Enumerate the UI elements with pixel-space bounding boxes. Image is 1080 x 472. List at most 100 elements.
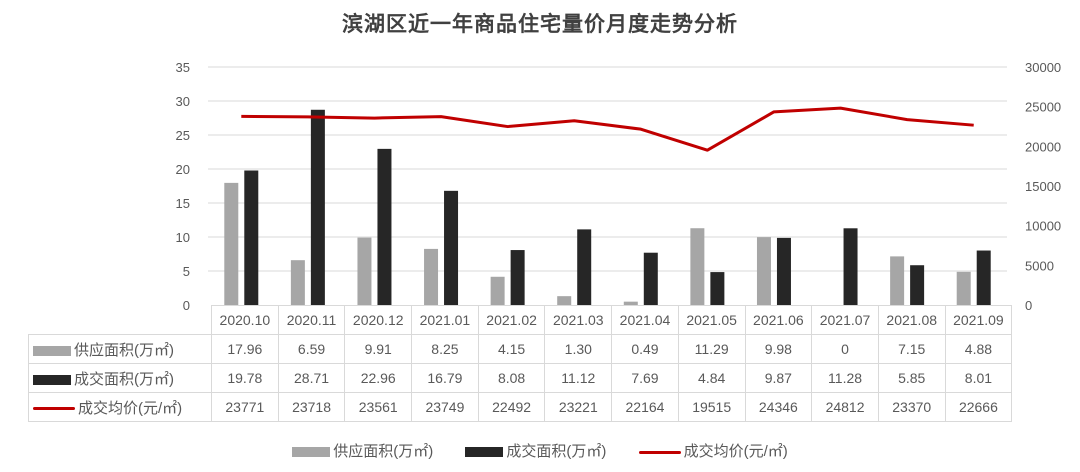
y-axis-tick-right: 15000: [1025, 179, 1061, 194]
bar-deal: [710, 272, 725, 305]
table-cell: 22.96: [344, 363, 413, 393]
table-cell: 9.91: [344, 334, 413, 364]
y-axis-tick-left: 0: [183, 298, 190, 313]
table-cell: 8.25: [411, 334, 479, 364]
bar-supply: [490, 276, 505, 305]
row-label-price: 成交均价(元/㎡): [28, 392, 212, 422]
category-header: 2020.12: [344, 305, 413, 335]
y-axis-tick-right: 10000: [1025, 219, 1061, 234]
table-cell: 11.29: [677, 334, 746, 364]
y-axis-tick-right: 30000: [1025, 60, 1061, 75]
table-cell: 4.84: [677, 363, 746, 393]
bar-deal: [244, 170, 259, 305]
legend-item-price: 成交均价(元/㎡): [638, 440, 788, 461]
data-table-row-supply: 供应面积(万㎡) 17.96 6.59 9.91 8.25 4.15 1.30 0.49 11…: [28, 334, 1013, 364]
row-label-supply-text: 供应面积(万㎡): [74, 341, 174, 359]
table-cell: 19515: [677, 392, 746, 422]
table-cell: 23221: [544, 392, 613, 422]
table-cell: 9.87: [744, 363, 813, 393]
bar-supply: [557, 296, 572, 305]
bar-deal: [577, 229, 592, 305]
price-legend-key-icon: [33, 407, 75, 411]
data-table-row-deal: 成交面积(万㎡) 19.78 28.71 22.96 16.79 8.08 11.12 7.…: [28, 363, 1013, 393]
y-axis-tick-right: 5000: [1025, 258, 1054, 273]
y-axis-tick-left: 30: [176, 94, 190, 109]
category-header: 2021.07: [811, 305, 879, 335]
category-header: 2021.05: [677, 305, 746, 335]
bar-deal: [643, 252, 658, 305]
y-axis-tick-left: 10: [176, 230, 190, 245]
table-cell: 17.96: [211, 334, 279, 364]
table-cell: 22492: [477, 392, 546, 422]
table-cell: 22164: [611, 392, 679, 422]
legend-item-supply: 供应面积(万㎡): [292, 440, 433, 461]
table-cell: 23370: [877, 392, 946, 422]
supply-legend-key-icon: [33, 345, 71, 356]
legend-price-label: 成交均价(元/㎡): [683, 443, 788, 460]
table-cell: 0: [811, 334, 879, 364]
category-header: 2021.02: [477, 305, 546, 335]
bar-supply: [756, 237, 771, 305]
bar-deal: [910, 265, 925, 305]
y-axis-tick-left: 25: [176, 128, 190, 143]
table-cell: 23561: [344, 392, 413, 422]
y-axis-tick-left: 5: [183, 264, 190, 279]
category-header: 2020.11: [277, 305, 346, 335]
data-table-corner: [29, 306, 212, 335]
table-cell: 11.12: [544, 363, 613, 393]
bar-deal: [843, 228, 858, 305]
supply-legend-swatch-icon: [292, 447, 331, 458]
table-cell: 11.28: [811, 363, 879, 393]
table-cell: 7.69: [611, 363, 679, 393]
price-legend-line-icon: [638, 450, 681, 454]
bar-supply: [956, 271, 971, 305]
table-cell: 16.79: [411, 363, 479, 393]
table-cell: 0.49: [611, 334, 679, 364]
deal-legend-key-icon: [33, 374, 71, 385]
table-cell: 1.30: [544, 334, 613, 364]
deal-legend-swatch-icon: [465, 447, 504, 458]
bar-supply: [890, 256, 905, 305]
legend-item-deal: 成交面积(万㎡): [465, 440, 606, 461]
row-label-price-text: 成交均价(元/㎡): [78, 399, 183, 417]
bar-supply: [424, 248, 439, 305]
category-header: 2021.04: [611, 305, 679, 335]
table-cell: 24346: [744, 392, 813, 422]
bar-supply: [623, 301, 638, 305]
data-table-row-price: 成交均价(元/㎡) 23771 23718 23561 23749 22492 23221…: [28, 392, 1013, 422]
category-header: 2021.01: [411, 305, 479, 335]
table-cell: 28.71: [277, 363, 346, 393]
bar-supply: [357, 237, 372, 305]
y-axis-tick-left: 35: [176, 60, 190, 75]
category-header: 2021.08: [877, 305, 946, 335]
table-cell: 5.85: [877, 363, 946, 393]
table-cell: 23749: [411, 392, 479, 422]
row-label-deal: 成交面积(万㎡): [28, 363, 212, 393]
line-price: [241, 106, 974, 152]
y-axis-tick-right: 25000: [1025, 100, 1061, 115]
table-cell: 23718: [277, 392, 346, 422]
bar-supply: [290, 260, 305, 305]
bar-supply: [224, 182, 239, 305]
table-cell: 4.88: [944, 334, 1013, 364]
category-header: 2021.06: [744, 305, 813, 335]
table-cell: 9.98: [744, 334, 813, 364]
legend-deal-label: 成交面积(万㎡): [506, 443, 607, 460]
table-cell: 23771: [211, 392, 279, 422]
y-axis-tick-left: 15: [176, 196, 190, 211]
data-table: 2020.10 2020.11 2020.12 2021.01 2021.02 2021.…: [28, 305, 1013, 422]
bar-deal: [976, 250, 991, 305]
y-axis-tick-left: 20: [176, 162, 190, 177]
bar-supply: [690, 228, 705, 305]
bar-deal: [310, 109, 325, 305]
category-header: 2021.09: [944, 305, 1013, 335]
y-axis-tick-right: 0: [1025, 298, 1032, 313]
row-label-supply: 供应面积(万㎡): [28, 334, 212, 364]
data-table-header-row: 2020.10 2020.11 2020.12 2021.01 2021.02 2021.…: [29, 305, 1013, 335]
table-cell: 4.15: [477, 334, 546, 364]
table-cell: 8.08: [477, 363, 546, 393]
category-header: 2021.03: [544, 305, 613, 335]
table-cell: 6.59: [277, 334, 346, 364]
legend-supply-label: 供应面积(万㎡): [333, 443, 434, 460]
